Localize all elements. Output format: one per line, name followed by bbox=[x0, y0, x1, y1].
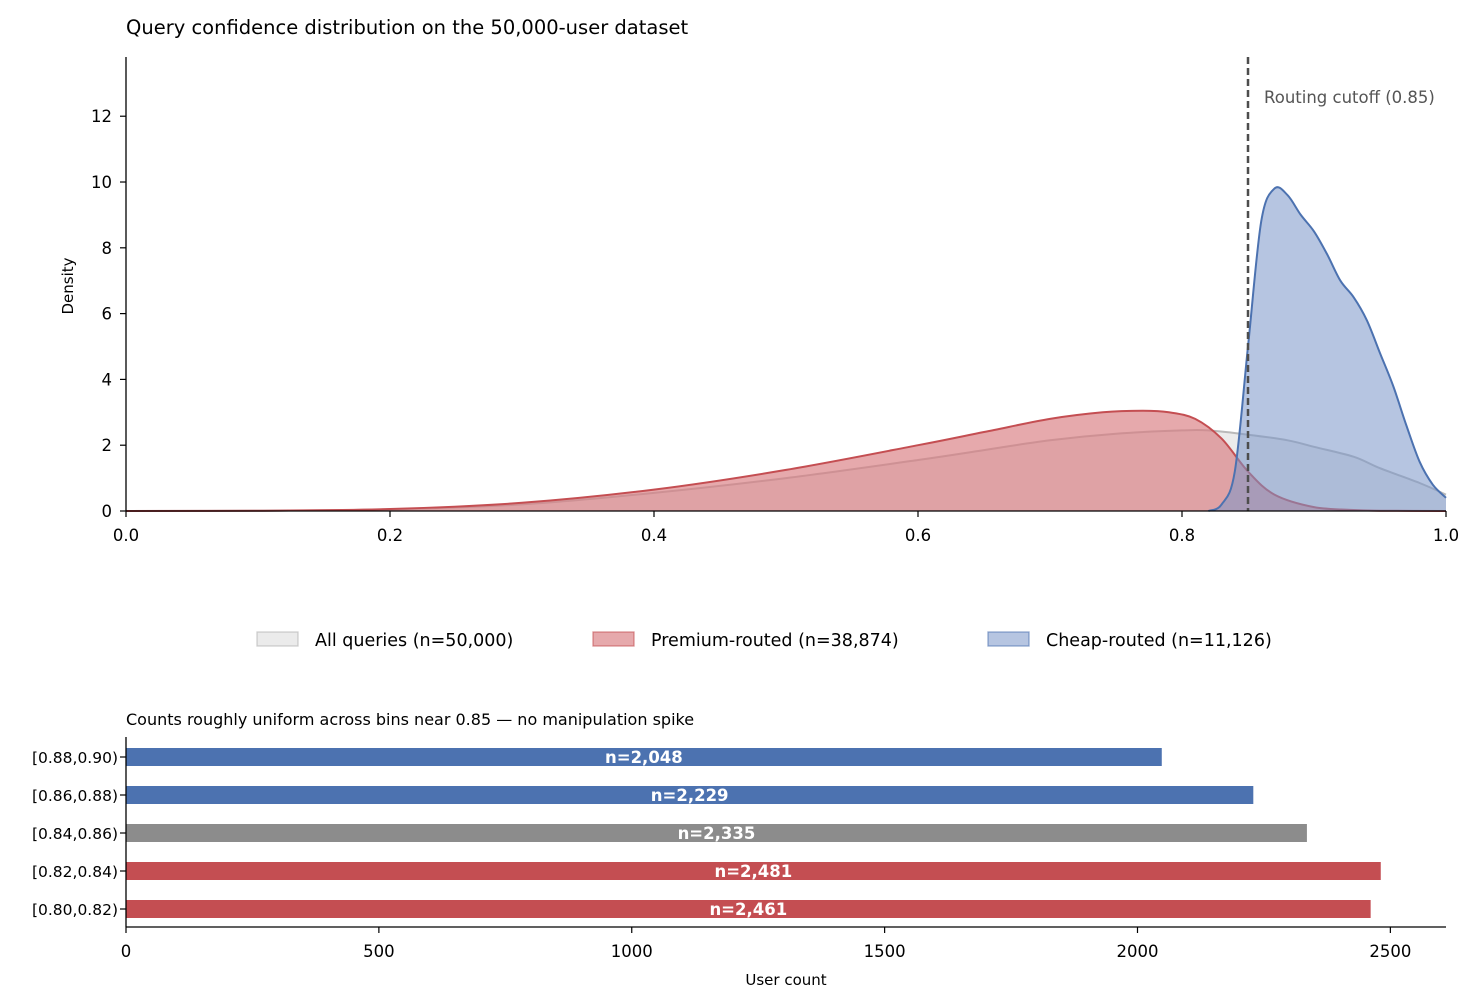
cheap-routed-line bbox=[1207, 186, 1447, 512]
premium-routed-legend-label: Premium-routed (n=38,874) bbox=[651, 631, 899, 651]
density-y-tick-label: 4 bbox=[102, 370, 113, 389]
bin-bar-data-label: n=2,229 bbox=[651, 786, 729, 805]
density-axes: 0.0 0.2 0.4 0.6 0.8 1.0 0 2 4 6 8 10 12 bbox=[91, 57, 1459, 545]
density-x-tick-label: 0.4 bbox=[641, 526, 667, 545]
density-x-tick-label: 0.0 bbox=[113, 526, 139, 545]
bin-bar bbox=[126, 900, 1371, 918]
bin-x-tick-label: 500 bbox=[363, 942, 395, 961]
density-y-tick-label: 12 bbox=[91, 107, 112, 126]
bin-axes: 0 500 1000 1500 2000 2500 bbox=[121, 737, 1446, 961]
density-y-tick-label: 8 bbox=[102, 239, 113, 258]
all-queries-legend-label: All queries (n=50,000) bbox=[315, 631, 513, 651]
density-y-tick-label: 0 bbox=[102, 502, 113, 521]
bin-bar-data-label: n=2,481 bbox=[714, 862, 792, 881]
density-y-axis-label: Density bbox=[59, 257, 77, 314]
bin-x-tick-label: 2500 bbox=[1369, 942, 1411, 961]
bin-count-chart: Counts roughly uniform across bins near … bbox=[32, 710, 1446, 989]
density-areas bbox=[125, 186, 1447, 512]
density-x-tick-label: 1.0 bbox=[1433, 526, 1459, 545]
bin-bar bbox=[126, 748, 1162, 766]
bin-bar-data-label: n=2,461 bbox=[709, 900, 787, 919]
bin-bar bbox=[126, 862, 1381, 880]
cheap-routed-area bbox=[1208, 187, 1446, 511]
cheap-routed-legend-swatch bbox=[987, 631, 1030, 647]
bin-x-tick-label: 1500 bbox=[864, 942, 906, 961]
premium-routed-area bbox=[126, 410, 1446, 511]
bin-category-label: [0.86,0.88) bbox=[32, 787, 118, 805]
legend: All queries (n=50,000) Premium-routed (n=… bbox=[256, 631, 1272, 651]
premium-routed-legend-swatch bbox=[592, 631, 635, 647]
bin-category-label: [0.88,0.90) bbox=[32, 749, 118, 767]
bin-x-tick-label: 1000 bbox=[611, 942, 653, 961]
density-y-tick-label: 6 bbox=[102, 305, 113, 324]
bin-category-label: [0.82,0.84) bbox=[32, 863, 118, 881]
cheap-routed-legend-label: Cheap-routed (n=11,126) bbox=[1046, 631, 1272, 651]
bin-category-label: [0.84,0.86) bbox=[32, 825, 118, 843]
density-chart: Query confidence distribution on the 50,… bbox=[59, 16, 1459, 545]
routing-cutoff-label: Routing cutoff (0.85) bbox=[1264, 88, 1435, 107]
cutoff-group: Routing cutoff (0.85) bbox=[1246, 57, 1435, 511]
density-y-tick-label: 2 bbox=[102, 436, 113, 455]
bin-x-tick-label: 0 bbox=[121, 942, 132, 961]
bin-bars: n=2,048 [0.88,0.90) n=2,229 [0.86,0.88) n=2,… bbox=[32, 748, 1381, 919]
density-y-tick-label: 10 bbox=[91, 173, 112, 192]
all-queries-legend-swatch bbox=[256, 631, 299, 647]
density-x-tick-label: 0.8 bbox=[1169, 526, 1195, 545]
bin-bar bbox=[126, 786, 1254, 804]
bin-x-tick-label: 2000 bbox=[1116, 942, 1158, 961]
bin-category-label: [0.80,0.82) bbox=[32, 901, 118, 919]
density-chart-title: Query confidence distribution on the 50,… bbox=[126, 16, 688, 39]
bin-bar-data-label: n=2,048 bbox=[605, 748, 683, 767]
bin-bar bbox=[126, 824, 1307, 842]
density-x-tick-label: 0.6 bbox=[905, 526, 931, 545]
bin-bar-data-label: n=2,335 bbox=[678, 824, 756, 843]
bin-count-x-axis-label: User count bbox=[745, 971, 826, 989]
density-x-tick-label: 0.2 bbox=[377, 526, 403, 545]
bin-count-chart-title: Counts roughly uniform across bins near … bbox=[126, 710, 694, 729]
